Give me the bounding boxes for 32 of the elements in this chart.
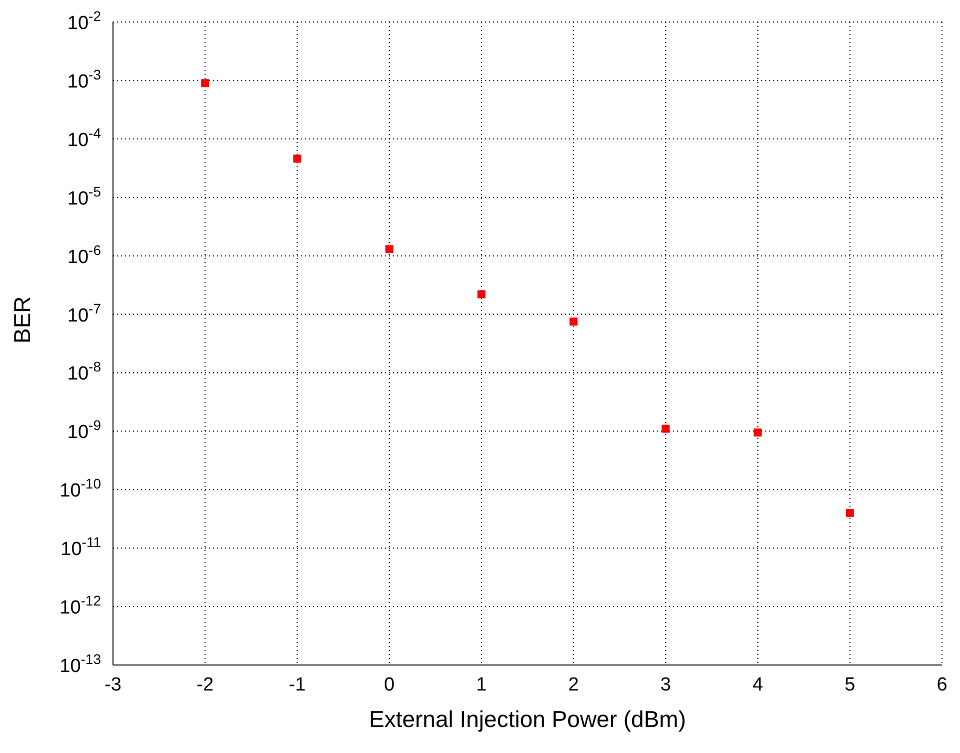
x-tick-label: -2 (196, 674, 214, 696)
x-tick-label: -3 (104, 674, 122, 696)
y-tick-label: 10$^{-9}$ (67, 417, 102, 444)
point (754, 428, 762, 436)
y-axis-title: BER (9, 296, 36, 344)
y-tick-label: 10$^{-6}$ (67, 242, 102, 268)
point (846, 508, 854, 517)
x-tick-label: -1 (288, 674, 306, 696)
y-tick-label: 10$^{-12}$ (60, 592, 102, 619)
x-tick-label: 1 (476, 674, 487, 696)
y-tick-label: 10$^{-10}$ (60, 476, 102, 502)
point (293, 154, 302, 163)
y-tick-label: 10$^{-13}$ (60, 651, 102, 677)
x-tick-label: 4 (752, 674, 764, 696)
x-tick-label: 6 (936, 674, 948, 696)
x-tick-label: 3 (660, 674, 671, 696)
x-tick-label: 2 (568, 674, 579, 696)
x-tick-label: 0 (384, 674, 395, 696)
point (662, 424, 670, 433)
point (477, 290, 486, 298)
y-tick-label: 10$^{-8}$ (67, 358, 102, 385)
y-tick-label: 10$^{-2}$ (67, 8, 102, 34)
point (201, 79, 210, 88)
y-tick-label: 10$^{-5}$ (67, 183, 102, 210)
y-tick-label: 10$^{-11}$ (60, 534, 102, 560)
y-tick-label: 10$^{-4}$ (67, 124, 102, 151)
x-tick-label: 5 (844, 674, 856, 696)
point (385, 245, 394, 254)
x-axis-title: External Injection Power (dBm) (368, 706, 686, 732)
y-tick-label: 10$^{-7}$ (67, 300, 102, 326)
point (570, 318, 578, 326)
y-tick-label: 10$^{-3}$ (67, 66, 102, 92)
